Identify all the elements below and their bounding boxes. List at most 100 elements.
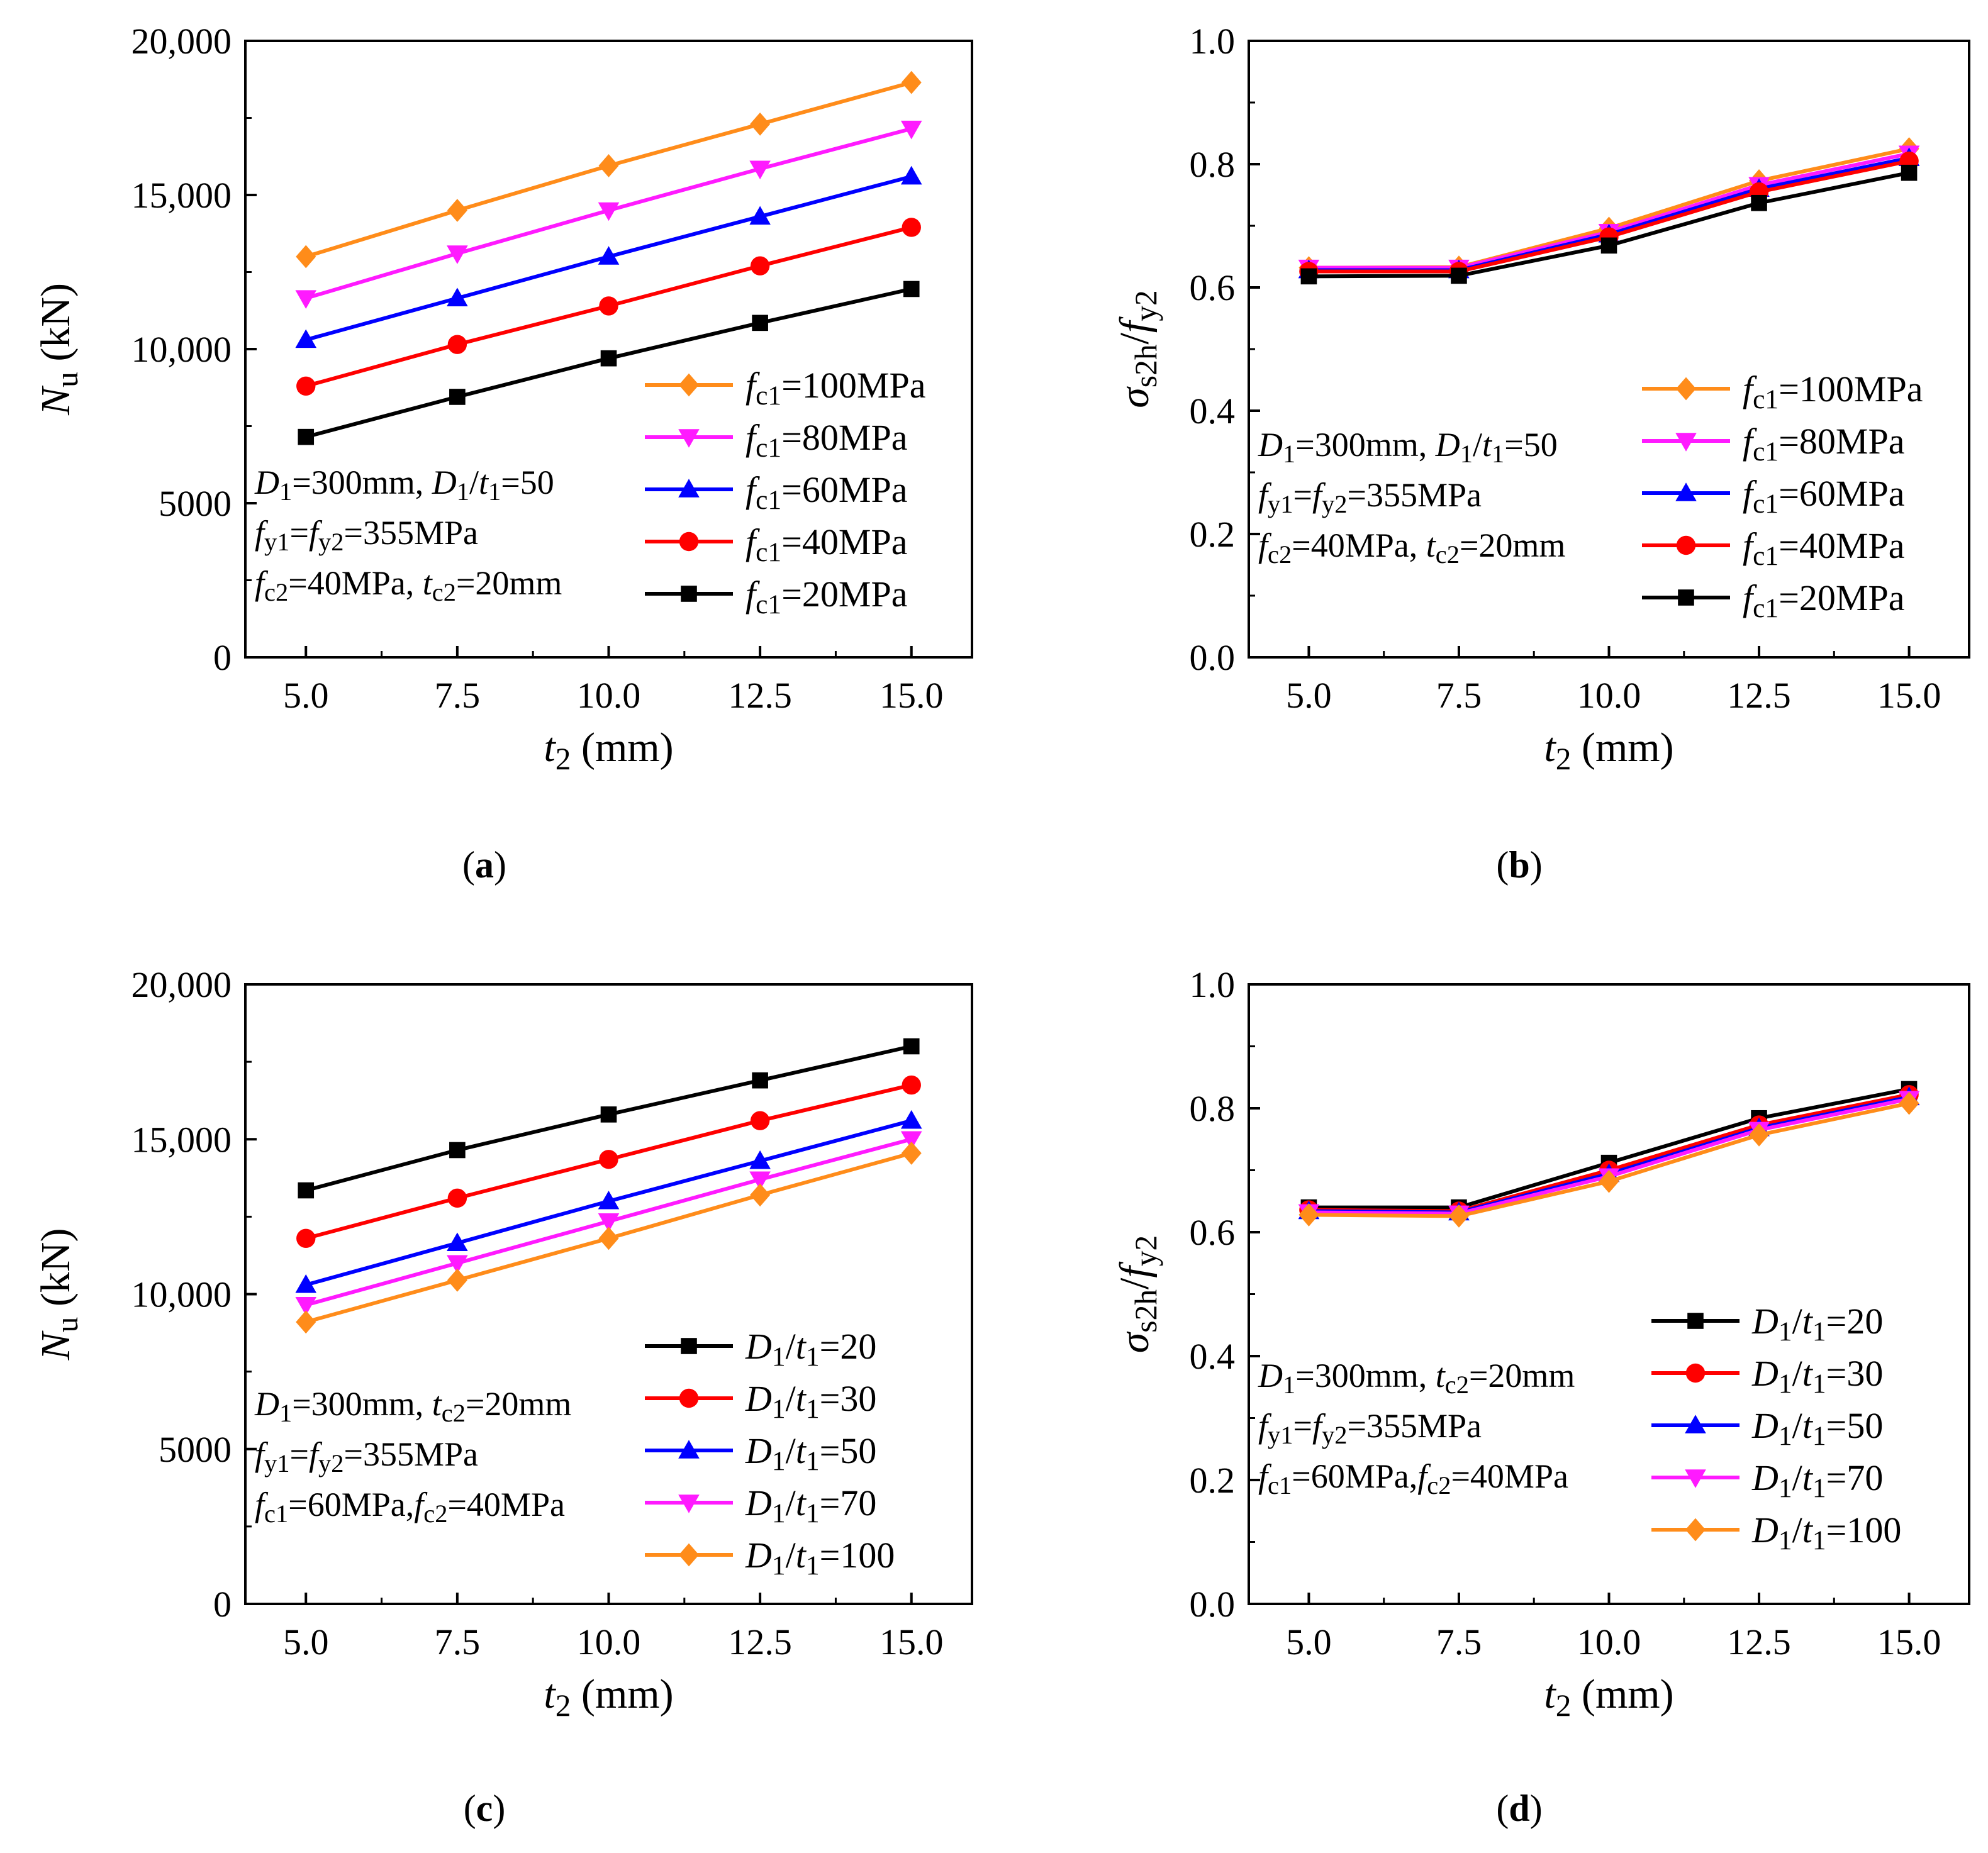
- data-point: [449, 389, 466, 405]
- data-point: [1749, 1123, 1770, 1147]
- y-tick-label: 0.6: [1190, 267, 1236, 308]
- legend-marker: [679, 531, 699, 552]
- y-tick-label: 15,000: [131, 1119, 232, 1160]
- x-tick-label: 5.0: [1286, 1622, 1332, 1662]
- data-point: [295, 1296, 317, 1316]
- legend-marker: [1685, 1415, 1706, 1433]
- legend: D1/t1=20 D1/t1=30 D1/t1=50 D1/t1=70 D1/t1=10…: [1651, 1301, 1901, 1555]
- legend-label: fc1=100MPa: [1743, 369, 1923, 415]
- legend-marker: [681, 586, 697, 602]
- x-tick-label: 12.5: [1727, 1622, 1791, 1662]
- data-point: [296, 1310, 316, 1334]
- panel-caption: (a): [462, 844, 506, 886]
- data-point: [752, 1072, 768, 1089]
- x-tick-label: 7.5: [1436, 675, 1482, 716]
- legend-marker: [679, 373, 699, 397]
- x-tick-label: 12.5: [728, 675, 792, 716]
- series-0: [1300, 1081, 1918, 1216]
- y-tick-label: 0: [213, 637, 232, 678]
- data-point: [902, 1075, 921, 1095]
- data-point: [447, 287, 468, 306]
- note-line: D1=300mm, D1/t1=50: [1258, 426, 1558, 468]
- y-tick-label: 20,000: [131, 964, 232, 1005]
- y-tick-label: 0.2: [1190, 1460, 1236, 1501]
- y-tick-label: 5000: [159, 483, 232, 524]
- legend-label: fc1=60MPa: [746, 469, 907, 515]
- y-tick-label: 10,000: [131, 1274, 232, 1315]
- series-line: [1309, 1093, 1910, 1213]
- parameter-note: D1=300mm, D1/t1=50 fy1=fy2=355MPa fc2=40MP…: [254, 464, 562, 606]
- x-tick-label: 10.0: [1577, 1622, 1641, 1662]
- x-axis-title: t2 (mm): [544, 1671, 673, 1723]
- data-point: [296, 245, 316, 269]
- legend-marker: [679, 1388, 699, 1408]
- series-0: [298, 1038, 920, 1199]
- legend-label: D1/t1=50: [745, 1430, 876, 1476]
- data-point: [750, 256, 770, 275]
- data-point: [296, 1228, 316, 1249]
- data-point: [1901, 164, 1918, 181]
- note-line: fc1=60MPa,fc2=40MPa: [1258, 1457, 1568, 1500]
- note-line: fy1=fy2=355MPa: [255, 514, 478, 556]
- legend-label: D1/t1=20: [745, 1326, 876, 1372]
- y-tick-label: 0.4: [1190, 1336, 1236, 1377]
- y-tick-label: 0.8: [1190, 144, 1236, 185]
- data-point: [295, 1274, 317, 1293]
- legend-label: D1/t1=100: [745, 1535, 895, 1581]
- data-point: [598, 1227, 619, 1250]
- y-tick-label: 0.0: [1190, 1584, 1236, 1625]
- y-axis-title: σs2h/fy2: [1112, 1235, 1163, 1354]
- legend-marker: [1687, 1313, 1704, 1329]
- legend-label: D1/t1=70: [1751, 1457, 1883, 1503]
- legend-label: fc1=80MPa: [1743, 421, 1904, 467]
- y-tick-label: 1.0: [1190, 964, 1236, 1005]
- data-point: [447, 1232, 468, 1252]
- y-tick-label: 5000: [159, 1429, 232, 1470]
- x-tick-label: 7.5: [1436, 1622, 1482, 1662]
- data-point: [749, 1171, 771, 1191]
- x-tick-label: 15.0: [1877, 675, 1941, 716]
- data-point: [750, 1111, 770, 1130]
- data-point: [600, 350, 617, 367]
- legend-label: D1/t1=20: [1751, 1301, 1883, 1347]
- data-point: [750, 1183, 771, 1207]
- series-1: [295, 120, 922, 309]
- legend-marker: [1678, 589, 1694, 606]
- legend-marker: [1685, 1363, 1706, 1383]
- data-point: [1599, 1169, 1619, 1193]
- x-tick-label: 15.0: [880, 1622, 944, 1662]
- data-point: [752, 314, 768, 331]
- panel-caption: (d): [1496, 1788, 1542, 1829]
- legend-label: fc1=40MPa: [1743, 525, 1904, 571]
- legend: fc1=100MPa fc1=80MPa fc1=60MPa fc1=40MPa fc1…: [1642, 369, 1923, 623]
- series-2: [295, 165, 922, 348]
- series-4: [1300, 164, 1918, 285]
- series-0: [296, 70, 922, 269]
- note-line: fy1=fy2=355MPa: [1258, 1407, 1482, 1449]
- legend-label: fc1=20MPa: [746, 574, 907, 620]
- y-tick-label: 0: [213, 1584, 232, 1625]
- data-point: [900, 1131, 922, 1150]
- note-line: fc1=60MPa,fc2=40MPa: [255, 1486, 565, 1528]
- data-point: [598, 154, 619, 177]
- legend-label: fc1=100MPa: [746, 365, 925, 411]
- data-point: [598, 202, 620, 221]
- data-point: [447, 1188, 467, 1208]
- y-axis-title: σs2h/fy2: [1112, 290, 1163, 408]
- legend-marker: [678, 429, 700, 448]
- y-tick-label: 0.8: [1190, 1088, 1236, 1129]
- legend-label: D1/t1=50: [1751, 1405, 1883, 1451]
- legend-label: D1/t1=70: [745, 1483, 876, 1528]
- legend-marker: [1675, 433, 1697, 452]
- data-point: [1751, 194, 1767, 211]
- legend: D1/t1=20 D1/t1=30 D1/t1=50 D1/t1=70 D1/t1=10…: [645, 1326, 895, 1581]
- data-point: [447, 1268, 467, 1292]
- data-point: [1298, 1203, 1319, 1227]
- parameter-note: D1=300mm, tc2=20mm fy1=fy2=355MPa fc1=60MP…: [1258, 1357, 1575, 1500]
- data-point: [298, 428, 315, 445]
- note-line: D1=300mm, tc2=20mm: [1258, 1357, 1575, 1399]
- series-4: [1298, 1091, 1919, 1228]
- data-point: [298, 1182, 315, 1199]
- data-point: [295, 290, 317, 309]
